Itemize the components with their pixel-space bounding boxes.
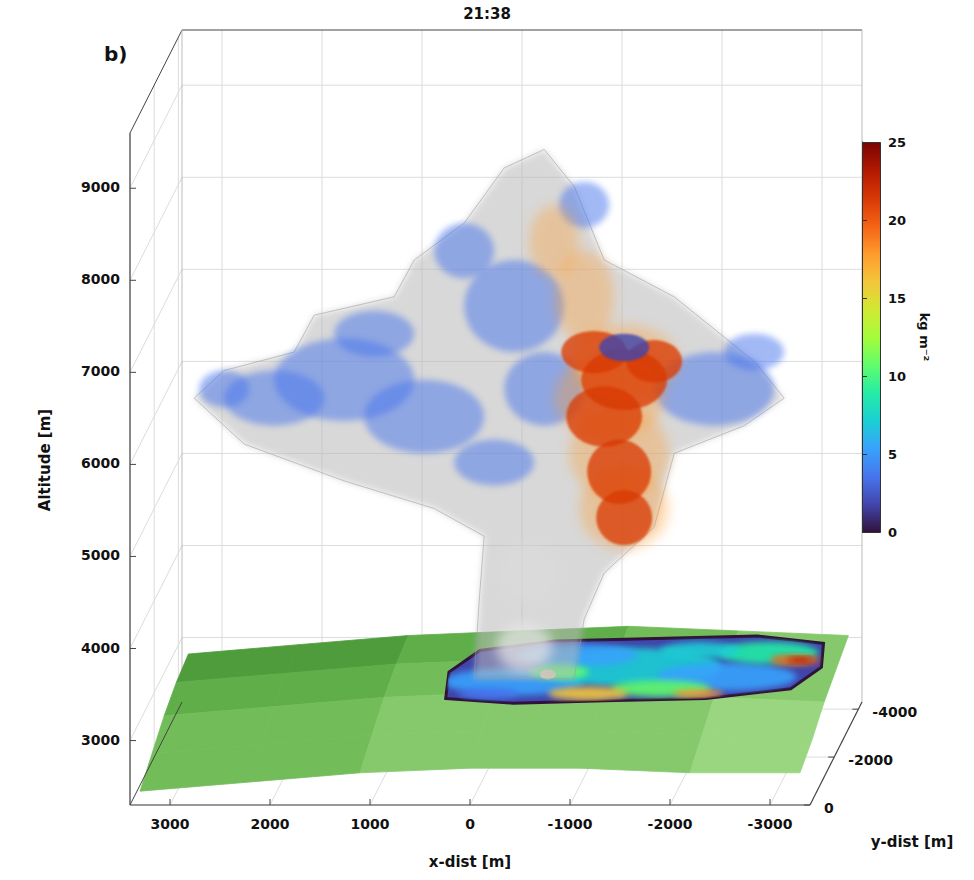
svg-text:-2000: -2000 — [848, 752, 893, 768]
svg-text:y-dist [m]: y-dist [m] — [871, 833, 954, 851]
svg-text:5000: 5000 — [81, 547, 120, 563]
svg-text:b): b) — [104, 42, 127, 66]
svg-text:x-dist [m]: x-dist [m] — [429, 853, 511, 871]
svg-text:15: 15 — [888, 291, 906, 306]
svg-text:Altitude [m]: Altitude [m] — [36, 409, 54, 511]
svg-text:5: 5 — [888, 447, 897, 462]
svg-text:-1000: -1000 — [548, 816, 593, 832]
svg-text:21:38: 21:38 — [463, 5, 511, 23]
svg-text:0: 0 — [824, 800, 834, 816]
svg-text:-2000: -2000 — [648, 816, 693, 832]
svg-text:1000: 1000 — [351, 816, 390, 832]
svg-text:8000: 8000 — [81, 271, 120, 287]
svg-text:6000: 6000 — [81, 455, 120, 471]
svg-text:9000: 9000 — [81, 179, 120, 195]
svg-text:7000: 7000 — [81, 363, 120, 379]
svg-text:kg m⁻²: kg m⁻² — [917, 313, 932, 362]
svg-text:4000: 4000 — [81, 640, 120, 656]
svg-text:0: 0 — [888, 525, 897, 540]
svg-text:10: 10 — [888, 369, 906, 384]
svg-text:20: 20 — [888, 213, 906, 228]
svg-text:3000: 3000 — [81, 732, 120, 748]
svg-text:2000: 2000 — [251, 816, 290, 832]
svg-text:3000: 3000 — [151, 816, 190, 832]
svg-text:0: 0 — [465, 816, 475, 832]
svg-text:-4000: -4000 — [872, 704, 917, 720]
svg-text:25: 25 — [888, 135, 906, 150]
svg-text:-3000: -3000 — [748, 816, 793, 832]
